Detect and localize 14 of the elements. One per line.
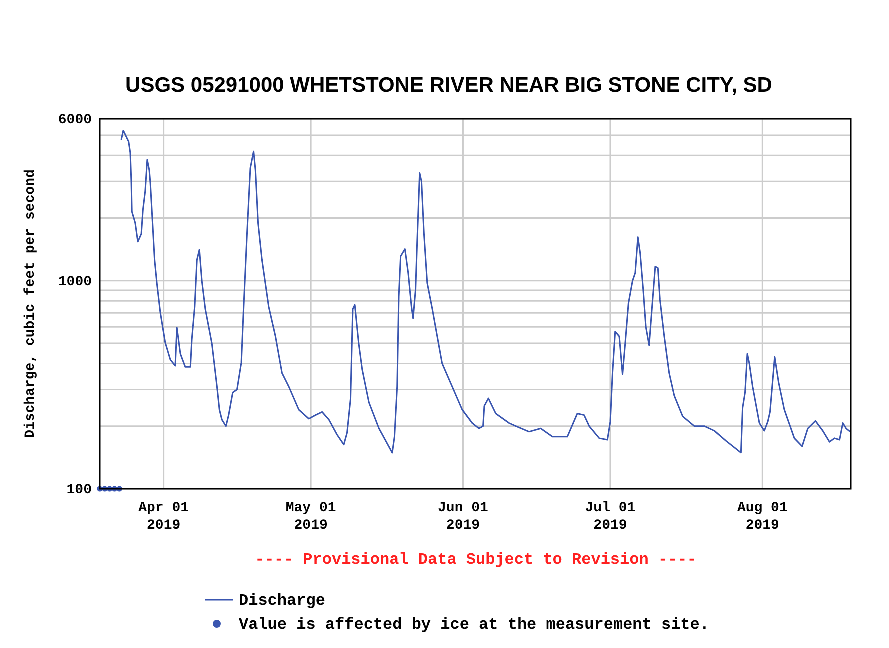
y-tick-label: 100 [66, 482, 92, 498]
chart-title: USGS 05291000 WHETSTONE RIVER NEAR BIG STONE CITY, SD [126, 74, 772, 97]
x-tick-label: Aug 01 2019 [737, 500, 788, 534]
legend-label: Value is affected by ice at the measurement site. [239, 616, 710, 634]
x-tick-label: Jun 01 2019 [438, 500, 488, 534]
y-tick-label: 6000 [58, 112, 92, 128]
x-tick-label: Jul 01 2019 [585, 500, 636, 534]
line-series [120, 130, 852, 454]
y-axis-title: Discharge, cubic feet per second [23, 170, 39, 438]
x-tick-label: May 01 2019 [286, 500, 336, 534]
legend-label: Discharge [239, 592, 326, 610]
y-tick-label: 1000 [58, 274, 92, 290]
x-tick-label: Apr 01 2019 [138, 500, 190, 534]
text: ---- Provisional Data Subject to Revision ---- [255, 551, 697, 569]
